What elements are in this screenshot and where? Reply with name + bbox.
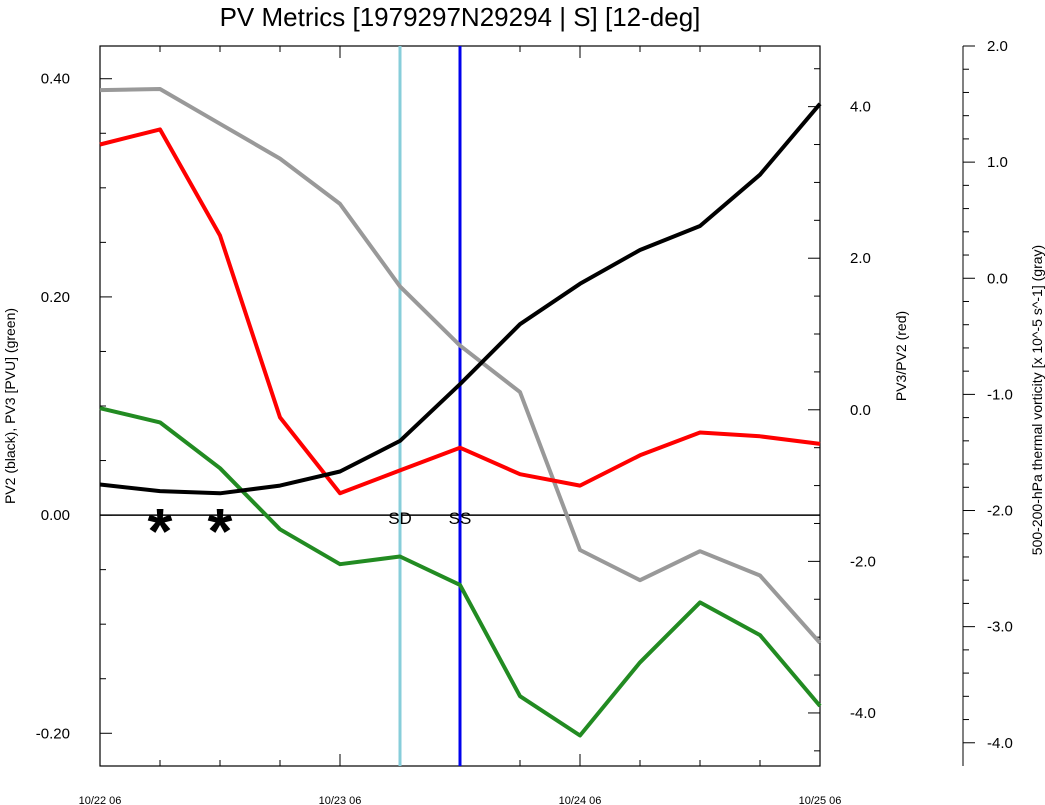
series-line-pv3 <box>99 406 822 738</box>
left-tick-label: 0.00 <box>41 507 70 524</box>
axis-ticks <box>99 45 975 766</box>
right-tick-label: 4.0 <box>850 99 871 116</box>
right-tick-label: 2.0 <box>850 250 871 267</box>
series-line-pv2 <box>99 102 822 496</box>
far-right-tick-label: -4.0 <box>987 735 1013 752</box>
right-axis-title: PV3/PV2 (red) <box>893 311 909 401</box>
series-line-pv3-pv2 <box>99 127 821 496</box>
far-right-tick-label: -1.0 <box>987 386 1013 403</box>
far-right-tick-label: -3.0 <box>987 619 1013 636</box>
far-right-axis-title: 500-200-hPa thermal vorticity [x 10^-5 s… <box>1029 245 1045 555</box>
far-right-tick-label: -2.0 <box>987 503 1013 520</box>
event-markers <box>100 46 820 766</box>
marker-label-sd: SD <box>388 509 412 528</box>
left-tick-label: 0.40 <box>41 71 70 88</box>
right-tick-label: -2.0 <box>850 553 876 570</box>
x-tick-label: 10/23 06 <box>319 795 362 805</box>
x-tick-label: 10/25 06 <box>799 795 842 805</box>
star-marker: * <box>148 495 173 567</box>
far-right-tick-label: 0.0 <box>987 270 1008 287</box>
left-axis-title: PV2 (black), PV3 [PVU] (green) <box>2 308 18 504</box>
axis-labels: 10/22 06 10/23 06 10/24 06 10/25 06 0.40 0.20… <box>36 38 1013 805</box>
star-marker: * <box>208 495 233 567</box>
x-tick-label: 10/22 06 <box>79 795 122 805</box>
far-right-tick-label: 2.0 <box>987 38 1008 55</box>
marker-label-ss: SS <box>449 509 472 528</box>
series-lines <box>99 87 822 738</box>
left-tick-label: 0.20 <box>41 289 70 306</box>
right-tick-label: -4.0 <box>850 705 876 722</box>
left-tick-label: -0.20 <box>36 725 70 742</box>
right-tick-label: 0.0 <box>850 402 871 419</box>
x-tick-label: 10/24 06 <box>559 795 602 805</box>
series-line-500-200-hpa-thermal-vorticity <box>99 87 822 645</box>
far-right-tick-label: 1.0 <box>987 154 1008 171</box>
chart-title: PV Metrics [1979297N29294 | S] [12-deg] <box>220 2 701 32</box>
